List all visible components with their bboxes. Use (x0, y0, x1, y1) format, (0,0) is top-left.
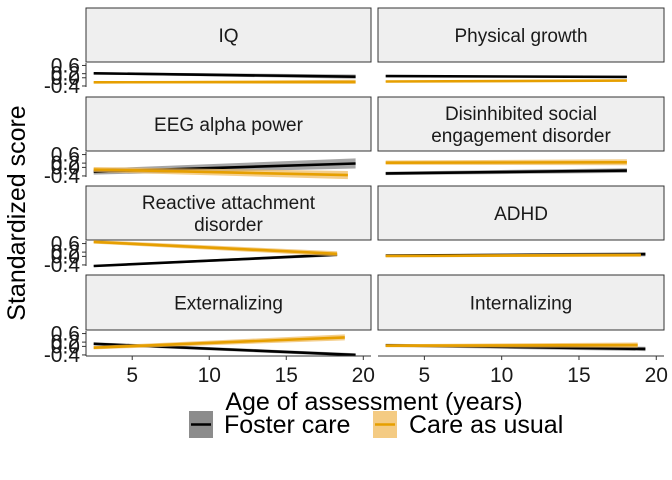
panel: Externalizing (85, 274, 372, 357)
strip-title: Reactive attachment (142, 193, 316, 214)
strip-title: IQ (218, 26, 238, 47)
x-tick-label: 20 (352, 364, 375, 387)
y-tick-label: 0.2 (51, 63, 80, 86)
y-tick-label: 0.0 (51, 335, 80, 358)
panel: Internalizing (377, 274, 665, 356)
series-line (93, 168, 348, 177)
strip-title: disorder (194, 215, 263, 236)
x-tick-label: 5 (126, 364, 138, 387)
strip-title: engagement disorder (431, 126, 611, 147)
x-tick-label: 5 (419, 364, 431, 387)
strip-title: Externalizing (174, 294, 283, 315)
y-tick-label: 0.6 (51, 144, 80, 167)
series-line (385, 169, 627, 175)
x-tick-label: 15 (275, 364, 298, 387)
strip-box (85, 185, 372, 241)
legend-item: Care as usual (373, 411, 563, 439)
series-line (385, 343, 638, 348)
panel: Physical growth (377, 7, 665, 87)
legend-label: Foster care (224, 411, 350, 439)
series-line (93, 253, 338, 268)
x-tick-label: 15 (567, 364, 590, 387)
y-axis-title: Standardized score (3, 105, 31, 320)
series-group (385, 74, 627, 83)
y-tick-label: -0.4 (44, 75, 81, 98)
panel: IQ (85, 7, 372, 87)
y-tick-label: -0.4 (44, 254, 81, 277)
y-tick-label: 0.2 (51, 152, 80, 175)
y-tick-label: 0.0 (51, 245, 80, 268)
y-tick-label: 0.6 (51, 323, 80, 346)
strip-box (377, 185, 665, 241)
axes-layer: -0.40.00.20.6-0.40.00.20.6-0.40.00.20.6-… (44, 54, 668, 387)
panel: ADHD (377, 185, 665, 266)
strip-box (377, 274, 665, 331)
legend-item: Foster care (189, 411, 350, 439)
y-tick-label: 0.0 (51, 67, 80, 90)
strip-title: Disinhibited social (445, 104, 597, 125)
legend-label: Care as usual (409, 411, 563, 439)
series-line (385, 79, 627, 83)
y-tick-label: 0.0 (51, 156, 80, 179)
panel: EEG alpha power (85, 96, 372, 180)
x-tick-label: 10 (198, 364, 221, 387)
series-group (93, 72, 356, 84)
series-line (93, 240, 338, 256)
series-group (385, 159, 627, 176)
series-line (385, 253, 641, 258)
strip-title: Physical growth (454, 26, 587, 47)
panels-layer: IQ Physical growth EEG alpha power Disinhib… (85, 7, 665, 357)
y-tick-label: -0.4 (44, 165, 81, 188)
strip-box (377, 7, 665, 63)
y-tick-label: 0.2 (51, 241, 80, 264)
series-group (93, 334, 356, 357)
strip-box (85, 7, 372, 63)
series-line (93, 336, 345, 349)
x-tick-label: 10 (490, 364, 513, 387)
strip-title: ADHD (494, 204, 548, 225)
strip-box (85, 96, 372, 152)
strip-box (377, 96, 665, 152)
series-line (93, 72, 356, 78)
x-tick-label: 20 (645, 364, 668, 387)
strip-box (85, 274, 372, 331)
series-group (385, 252, 646, 258)
series-line (385, 74, 627, 79)
y-tick-label: 0.2 (51, 331, 80, 354)
y-tick-label: 0.6 (51, 233, 80, 256)
series-group (93, 240, 338, 268)
series-group (93, 158, 356, 180)
series-group (385, 342, 646, 352)
legend: Foster care Care as usual (189, 411, 563, 439)
strip-title: Internalizing (470, 294, 572, 315)
y-tick-label: -0.4 (44, 344, 81, 367)
y-tick-label: 0.6 (51, 54, 80, 77)
strip-title: EEG alpha power (154, 115, 304, 136)
